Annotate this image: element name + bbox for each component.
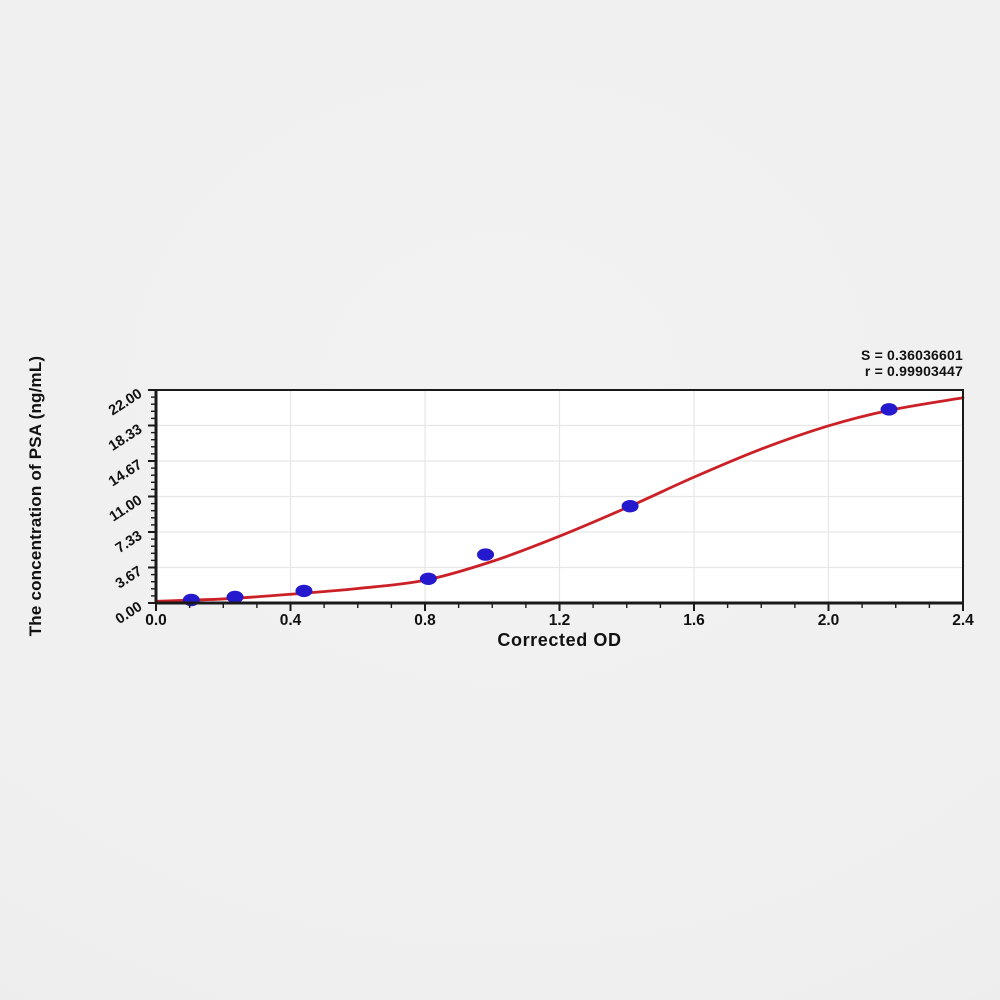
x-tick-label: 1.6 (683, 612, 705, 629)
y-tick-label: 0.00 (113, 599, 145, 628)
y-tick-label: 18.33 (106, 421, 145, 454)
y-tick-label: 22.00 (106, 386, 145, 419)
s-value: S = 0.36036601 (860, 347, 963, 363)
x-tick-label: 2.4 (952, 612, 974, 629)
x-tick-label: 2.0 (818, 612, 840, 629)
x-tick-label: 0.0 (145, 612, 167, 629)
data-point (880, 403, 898, 416)
y-axis-title: The concentration of PSA (ng/mL) (26, 355, 45, 637)
data-point (226, 590, 244, 604)
x-axis-title: Corrected OD (497, 630, 622, 650)
y-tick-label: 14.67 (106, 457, 145, 490)
x-tick-label: 1.2 (549, 612, 571, 629)
y-tick-label: 11.00 (107, 492, 145, 525)
data-point (621, 499, 639, 513)
x-tick-label: 0.8 (414, 612, 436, 629)
data-point (477, 548, 495, 561)
r-value: r = 0.99903447 (864, 363, 963, 379)
y-tick-label: 3.67 (113, 563, 145, 592)
y-tick-label: 7.33 (113, 528, 145, 557)
data-point (419, 572, 437, 585)
data-point (295, 584, 313, 598)
x-tick-label: 0.4 (280, 612, 302, 629)
fit-statistics: S = 0.36036601 r = 0.99903447 (861, 347, 963, 379)
fit-curve (154, 396, 965, 603)
